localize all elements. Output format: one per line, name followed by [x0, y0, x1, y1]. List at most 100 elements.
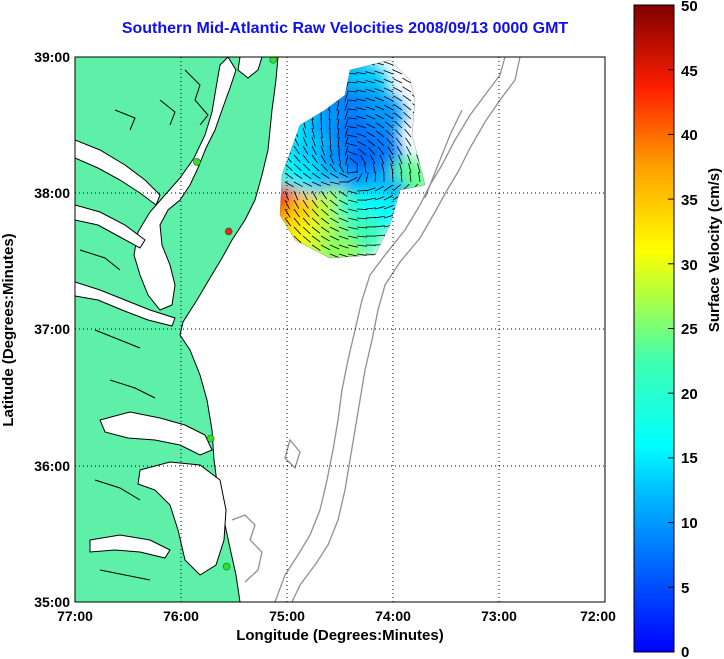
colorbar-tick-label: 30: [681, 257, 698, 274]
velocity-vector: [338, 253, 349, 258]
x-tick-label: 74:00: [375, 608, 411, 624]
velocity-vector: [356, 124, 367, 129]
velocity-vector: [311, 118, 315, 129]
velocity-vector: [347, 190, 358, 195]
y-tick-label: 35:00: [34, 594, 70, 610]
y-tick-label: 37:00: [34, 321, 70, 337]
velocity-vector: [357, 140, 367, 147]
velocity-vector: [403, 120, 412, 129]
velocity-vector: [365, 207, 376, 210]
velocity-vector: [293, 208, 300, 218]
velocity-vector: [284, 163, 293, 171]
velocity-vector: [320, 163, 329, 172]
velocity-vector: [302, 181, 313, 187]
velocity-vector: [347, 177, 358, 183]
velocity-vector: [347, 171, 358, 174]
chesapeake-bay: [133, 57, 237, 311]
velocity-vector: [377, 146, 385, 156]
velocity-vector: [364, 163, 367, 174]
map-panel: [74, 56, 606, 603]
neuse-river: [89, 534, 171, 559]
velocity-vector: [293, 190, 299, 201]
velocity-vector: [387, 146, 394, 156]
velocity-vector: [347, 244, 358, 248]
velocity-vector: [356, 190, 368, 192]
velocity-vector: [320, 208, 329, 216]
velocity-vector: [320, 136, 324, 147]
velocity-vector: [347, 253, 358, 257]
grid-lines: [75, 57, 605, 602]
velocity-vector: [344, 118, 349, 129]
velocity-vector: [365, 71, 376, 75]
y-tick-label: 39:00: [34, 49, 70, 65]
velocity-vector: [365, 187, 376, 192]
velocity-vector: [347, 126, 358, 129]
velocity-vector: [320, 127, 323, 138]
velocity-vector: [366, 131, 376, 138]
velocity-vector: [390, 163, 394, 174]
velocity-vector: [406, 145, 412, 156]
velocity-vector: [338, 226, 349, 231]
velocity-vector: [338, 163, 345, 173]
velocity-vector: [311, 145, 317, 156]
velocity-vector: [383, 87, 394, 93]
velocity-vector: [329, 253, 340, 258]
colorbar-tick-label: 25: [681, 321, 698, 338]
velocity-vector: [329, 208, 339, 215]
velocity-vector: [293, 172, 303, 180]
velocity-vector: [320, 235, 330, 242]
velocity-vector: [311, 208, 320, 217]
velocity-vector: [311, 226, 321, 234]
coastline-detail: [79, 69, 209, 581]
velocity-vector: [365, 106, 376, 111]
y-tick-label: 38:00: [34, 185, 70, 201]
colorbar-tick-label: 15: [681, 450, 698, 467]
rappahannock-river: [75, 204, 146, 249]
velocity-vector: [336, 118, 340, 129]
velocity-vector: [409, 172, 412, 183]
velocity-vector: [394, 120, 403, 129]
velocity-vector: [366, 139, 376, 147]
velocity-vector: [376, 138, 385, 147]
velocity-vector: [311, 217, 320, 226]
velocity-vector: [374, 196, 385, 201]
velocity-vector: [311, 136, 316, 147]
velocity-vector: [302, 163, 311, 172]
velocity-vector: [370, 154, 376, 165]
y-tick-label: 36:00: [34, 458, 70, 474]
velocity-vector: [385, 129, 394, 138]
velocity-vector: [393, 112, 403, 120]
x-tick-label: 76:00: [163, 608, 199, 624]
velocity-vector: [349, 157, 358, 165]
velocity-vector: [368, 147, 376, 156]
velocity-vector: [397, 154, 403, 165]
colorbar-tick-label: 0: [681, 644, 689, 659]
velocity-vector: [393, 86, 403, 93]
velocity-vector: [408, 163, 412, 174]
velocity-vector: [293, 163, 302, 172]
velocity-vector: [329, 172, 339, 179]
velocity-vector: [311, 190, 318, 200]
velocity-vector: [356, 226, 367, 229]
james-river: [75, 281, 176, 327]
velocity-vector: [284, 181, 294, 188]
station-marker: [193, 158, 201, 166]
velocity-vector: [374, 185, 384, 192]
map-frame: [74, 56, 606, 603]
velocity-vector: [383, 96, 394, 102]
velocity-vector: [336, 109, 340, 120]
velocity-vector: [302, 154, 310, 164]
colorbar-tick-label: 10: [681, 515, 698, 532]
velocity-vector: [399, 163, 403, 174]
velocity-vector: [347, 150, 358, 156]
colorbar-tick-label: 20: [681, 386, 698, 403]
x-axis: 77:00 76:00 75:00 74:00 73:00 72:00 Long…: [57, 608, 616, 644]
hf-radar-stations: [193, 57, 278, 571]
velocity-vector: [344, 145, 349, 156]
velocity-vector: [356, 98, 367, 102]
velocity-vector: [320, 190, 328, 200]
velocity-vector: [329, 136, 332, 147]
velocity-vector: [329, 181, 340, 185]
station-marker: [224, 227, 233, 236]
